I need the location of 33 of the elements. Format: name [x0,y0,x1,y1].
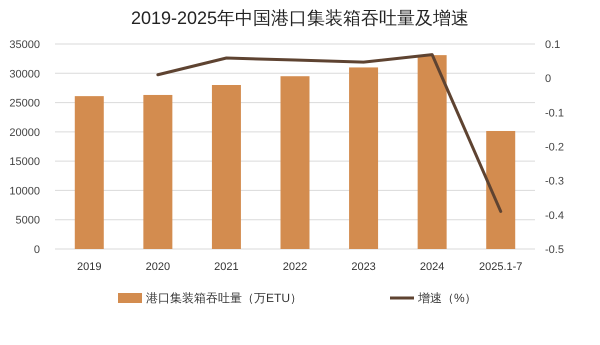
x-tick-label: 2019 [77,261,102,273]
bar [212,85,241,249]
chart-title: 2019-2025年中国港口集装箱吞吐量及增速 [130,8,470,28]
y-tick-label: 25000 [9,98,40,110]
y2-tick-label: -0.3 [545,176,564,188]
bar [349,67,378,249]
y2-tick-label: -0.2 [545,142,564,154]
y-tick-label: 20000 [9,126,40,139]
y-tick-label: 15000 [9,156,40,168]
x-tick-label: 2025.1-7 [478,261,522,273]
y-tick-label: 35000 [9,39,40,51]
x-tick-label: 2024 [420,261,444,273]
x-tick-label: 2021 [214,261,239,273]
bar [418,55,447,249]
y2-tick-label: -0.5 [545,244,564,256]
legend-label: 增速（%） [417,291,477,305]
y-tick-label: 30000 [9,68,40,80]
bar [74,96,104,249]
line-series [156,53,502,213]
x-tick-label: 2022 [282,261,308,273]
y2-tick-label: -0.1 [545,107,564,120]
x-tick-label: 2020 [146,261,170,273]
y-tick-label: 0 [34,244,40,256]
y2-tick-label: 0.1 [545,39,560,51]
bar [486,130,516,249]
y2-tick-label: -0.4 [545,210,564,222]
x-tick-label: 2023 [351,261,376,273]
y-tick-label: 10000 [9,185,40,198]
y-tick-label: 5000 [16,214,40,227]
legend-label: 港口集装箱吞吐量（万ETU） [146,291,302,305]
bar [280,76,310,249]
y2-tick-label: 0 [545,73,552,86]
bar [143,94,172,249]
